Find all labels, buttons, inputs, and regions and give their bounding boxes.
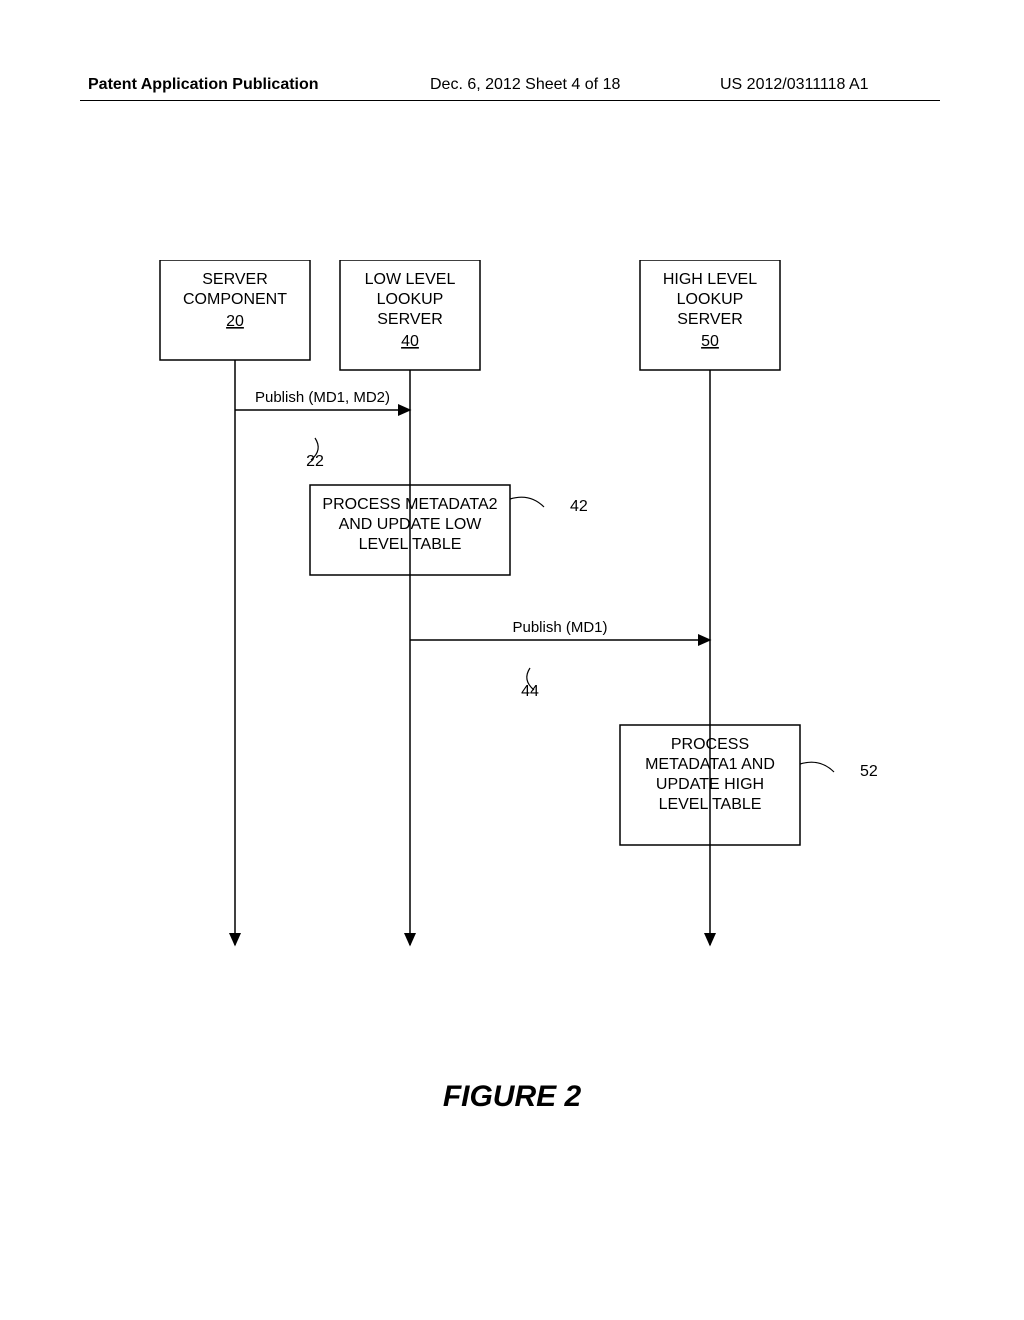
svg-text:22: 22 [306,453,324,470]
svg-text:LEVEL TABLE: LEVEL TABLE [659,796,762,813]
top-box-server-component: SERVER COMPONENT 20 [160,260,310,945]
svg-text:PROCESS METADATA2: PROCESS METADATA2 [322,496,497,513]
svg-text:SERVER: SERVER [677,311,743,328]
note-process-md1: PROCESS METADATA1 AND UPDATE HIGH LEVEL TAB… [620,725,878,845]
svg-text:Publish (MD1): Publish (MD1) [512,619,607,636]
header-divider [80,100,940,101]
svg-text:SERVER: SERVER [377,311,443,328]
svg-text:HIGH LEVEL: HIGH LEVEL [663,271,757,288]
svg-text:LEVEL TABLE: LEVEL TABLE [359,536,462,553]
svg-text:42: 42 [570,498,588,515]
sequence-diagram: SERVER COMPONENT 20 LOW LEVEL LOOKUP SERVER 40… [120,260,900,980]
message-publish-md1: Publish (MD1) 44 [410,619,710,700]
figure-caption: FIGURE 2 [0,1080,1024,1114]
svg-text:20: 20 [226,313,244,330]
header-left: Patent Application Publication [88,76,319,94]
note-process-md2: PROCESS METADATA2 AND UPDATE LOW LEVEL TAB… [310,485,588,575]
svg-text:LOOKUP: LOOKUP [677,291,744,308]
svg-text:UPDATE HIGH: UPDATE HIGH [656,776,764,793]
svg-text:44: 44 [521,683,539,700]
svg-text:52: 52 [860,763,878,780]
svg-text:PROCESS: PROCESS [671,736,749,753]
top-box-high-level-lookup: HIGH LEVEL LOOKUP SERVER 50 [640,260,780,945]
header-right: US 2012/0311118 A1 [720,76,869,94]
message-publish-md1-md2: Publish (MD1, MD2) 22 [235,389,410,470]
svg-text:50: 50 [701,333,719,350]
header-middle: Dec. 6, 2012 Sheet 4 of 18 [430,76,620,94]
svg-text:LOOKUP: LOOKUP [377,291,444,308]
svg-text:SERVER: SERVER [202,271,268,288]
top-box-low-level-lookup: LOW LEVEL LOOKUP SERVER 40 [340,260,480,945]
svg-text:AND UPDATE LOW: AND UPDATE LOW [339,516,483,533]
svg-text:METADATA1 AND: METADATA1 AND [645,756,775,773]
svg-text:LOW LEVEL: LOW LEVEL [365,271,456,288]
svg-text:Publish (MD1, MD2): Publish (MD1, MD2) [255,389,390,406]
svg-text:COMPONENT: COMPONENT [183,291,287,308]
svg-text:40: 40 [401,333,419,350]
